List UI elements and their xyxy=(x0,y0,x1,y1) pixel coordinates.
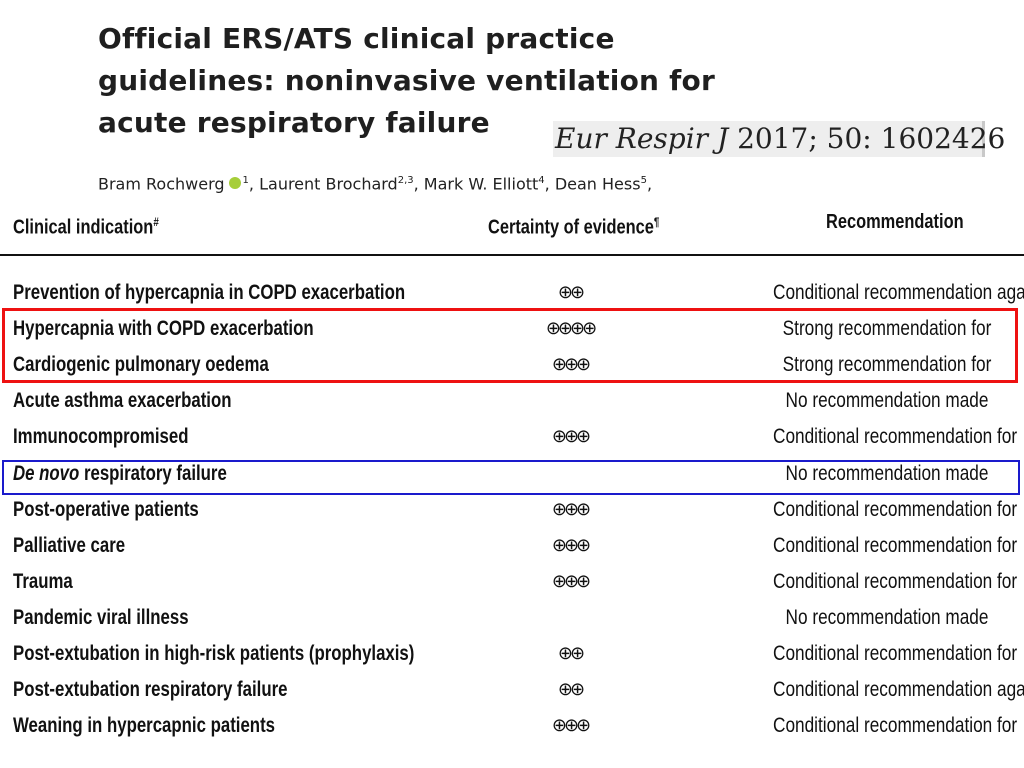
author-name: Dean Hess xyxy=(554,174,641,194)
indication-italic: De novo xyxy=(13,462,80,485)
recommendation-cell: Strong recommendation for xyxy=(782,353,992,376)
column-header-recommendation: Recommendation xyxy=(826,211,964,233)
table-row: Palliative care ⊕⊕⊕ Conditional recommen… xyxy=(0,528,1024,564)
table-row: Post-operative patients ⊕⊕⊕ Conditional … xyxy=(0,492,1024,528)
recommendation-cell: No recommendation made xyxy=(785,389,989,412)
evidence-cell: ⊕⊕⊕⊕ xyxy=(545,318,597,339)
indication-cell: De novo respiratory failure xyxy=(13,456,227,492)
indication-cell: Palliative care xyxy=(13,534,126,557)
evidence-cell: ⊕⊕⊕ xyxy=(551,499,591,520)
indication-cell: Acute asthma exacerbation xyxy=(13,389,232,412)
table-row: Pandemic viral illness No recommendation… xyxy=(0,600,1024,636)
indication-cell: Cardiogenic pulmonary oedema xyxy=(13,353,269,376)
table-row: Weaning in hypercapnic patients ⊕⊕⊕ Cond… xyxy=(0,708,1024,744)
indication-cell: Post-extubation respiratory failure xyxy=(13,678,288,701)
header-label: Certainty of evidence xyxy=(488,216,654,239)
author-name: Mark W. Elliott xyxy=(423,174,539,194)
recommendation-cell: Conditional recommendation against xyxy=(773,678,1024,701)
indication-text: respiratory failure xyxy=(79,462,227,485)
indication-cell: Trauma xyxy=(13,570,73,593)
evidence-cell: ⊕⊕⊕ xyxy=(551,535,591,556)
evidence-cell: ⊕⊕ xyxy=(557,679,585,700)
evidence-cell: ⊕⊕⊕ xyxy=(551,354,591,375)
indication-cell: Post-extubation in high-risk patients (p… xyxy=(13,642,415,665)
citation-journal: Eur Respir J xyxy=(555,122,729,155)
evidence-cell: ⊕⊕⊕ xyxy=(551,715,591,736)
citation-details: 2017; 50: 1602426 xyxy=(737,122,1006,155)
column-header-indication: Clinical indication# xyxy=(13,204,159,246)
table-row: De novo respiratory failure No recommend… xyxy=(0,456,1024,492)
evidence-cell: ⊕⊕ xyxy=(557,643,585,664)
table-row: Acute asthma exacerbation No recommendat… xyxy=(0,383,1024,419)
table-row: Trauma ⊕⊕⊕ Conditional recommendation fo… xyxy=(0,564,1024,600)
recommendation-cell: No recommendation made xyxy=(785,606,989,629)
author-name: Bram Rochwerg xyxy=(98,174,225,194)
red-highlight-box xyxy=(2,308,1018,383)
journal-citation: Eur Respir J 2017; 50: 1602426 xyxy=(553,121,1005,157)
evidence-cell: ⊕⊕⊕ xyxy=(551,426,591,447)
indication-cell: Pandemic viral illness xyxy=(13,606,189,629)
table-row: Hypercapnia with COPD exacerbation ⊕⊕⊕⊕ … xyxy=(0,311,1024,347)
orcid-icon[interactable] xyxy=(228,177,241,190)
recommendation-cell: Conditional recommendation for xyxy=(773,534,1018,557)
header-label: Clinical indication xyxy=(13,216,154,239)
footnote-mark: # xyxy=(153,215,159,229)
column-header-evidence: Certainty of evidence¶ xyxy=(488,204,659,246)
recommendation-cell: Conditional recommendation for xyxy=(773,714,1018,737)
indication-cell: Prevention of hypercapnia in COPD exacer… xyxy=(13,281,406,304)
recommendation-cell: Conditional recommendation for xyxy=(773,642,1018,665)
recommendation-cell: Conditional recommendation for xyxy=(773,498,1018,521)
header-divider xyxy=(0,254,1024,256)
author-affiliation: 5 xyxy=(640,175,647,186)
recommendation-cell: No recommendation made xyxy=(785,462,989,485)
evidence-cell: ⊕⊕ xyxy=(557,282,585,303)
author-affiliation: 2,3 xyxy=(397,175,414,186)
indication-cell: Weaning in hypercapnic patients xyxy=(13,714,276,737)
table-row: Cardiogenic pulmonary oedema ⊕⊕⊕ Strong … xyxy=(0,347,1024,383)
footnote-mark: ¶ xyxy=(653,215,660,229)
recommendation-cell: Conditional recommendation for xyxy=(773,425,1018,448)
author-name: Laurent Brochard xyxy=(259,174,398,194)
recommendation-cell: Conditional recommendation for xyxy=(773,570,1018,593)
recommendation-cell: Strong recommendation for xyxy=(782,317,992,340)
recommendation-cell: Conditional recommendation against xyxy=(773,281,1024,304)
table-row: Immunocompromised ⊕⊕⊕ Conditional recomm… xyxy=(0,419,1024,455)
author-affiliation: 4 xyxy=(538,175,545,186)
blue-highlight-box xyxy=(2,460,1020,495)
table-row: Prevention of hypercapnia in COPD exacer… xyxy=(0,275,1024,311)
author-affiliation: 1 xyxy=(242,175,249,186)
evidence-cell: ⊕⊕⊕ xyxy=(551,571,591,592)
table-row: Post-extubation in high-risk patients (p… xyxy=(0,636,1024,672)
indication-cell: Hypercapnia with COPD exacerbation xyxy=(13,317,314,340)
author-list: Bram Rochwerg 1, Laurent Brochard2,3, Mar… xyxy=(98,174,653,194)
paper-title: Official ERS/ATS clinical practice guide… xyxy=(98,22,715,139)
indication-cell: Immunocompromised xyxy=(13,425,189,448)
indication-cell: Post-operative patients xyxy=(13,498,199,521)
table-row: Post-extubation respiratory failure ⊕⊕ C… xyxy=(0,672,1024,708)
